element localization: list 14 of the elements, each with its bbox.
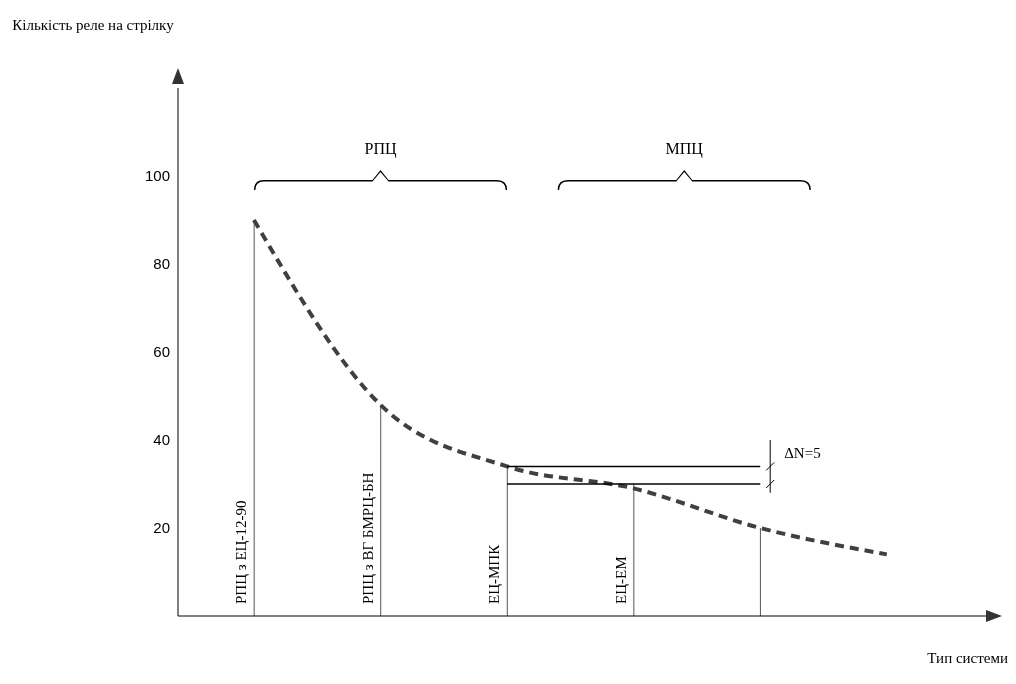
x-tick-label: ЕЦ-МПК <box>486 543 503 604</box>
x-tick-label: ЕЦ-ЕМ <box>612 556 629 604</box>
x-tick-label: РПЦ з ВГ БМРЦ-БН <box>359 472 376 604</box>
y-tick-label: 100 <box>144 167 170 185</box>
y-tick-label: 40 <box>153 431 170 449</box>
annotation: МПЦ <box>665 140 704 158</box>
y-tick-label: 20 <box>153 519 170 537</box>
annotation: РПЦ <box>364 140 397 158</box>
x-tick-label: РПЦ з ЕЦ-12-90 <box>232 500 249 604</box>
y-tick-label: 80 <box>153 255 170 273</box>
annotation: ΔN=5 <box>784 444 821 461</box>
x-axis-title: Тип системи <box>927 650 1008 667</box>
y-tick-label: 60 <box>153 343 170 361</box>
y-axis-title: Кількість реле на стрілку <box>11 16 175 35</box>
